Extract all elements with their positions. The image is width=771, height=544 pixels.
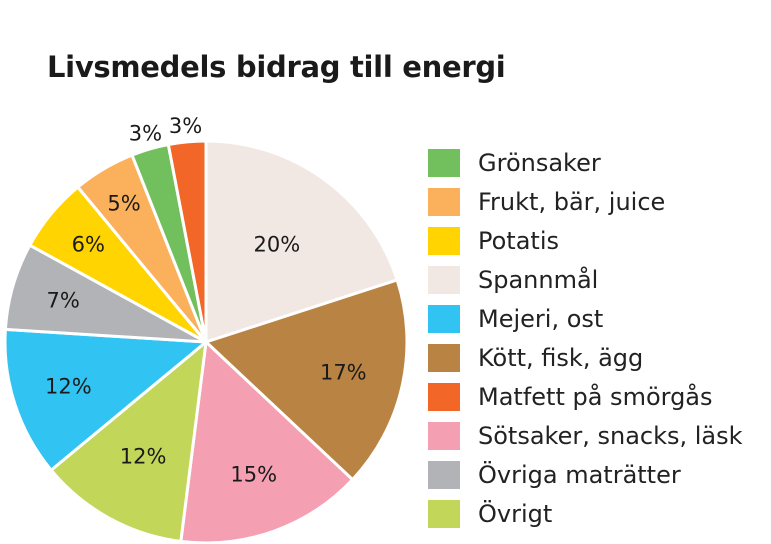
legend-label: Övriga maträtter bbox=[478, 460, 681, 489]
slice-label-8: 5% bbox=[107, 192, 140, 216]
legend-label: Potatis bbox=[478, 226, 559, 255]
pie-slice-5 bbox=[3, 327, 208, 472]
legend-swatch bbox=[428, 460, 460, 489]
pie-slice-3 bbox=[179, 340, 355, 544]
legend-swatch bbox=[428, 226, 460, 255]
pie-slice-1 bbox=[204, 139, 399, 344]
legend-label: Grönsaker bbox=[478, 148, 601, 177]
pie-slice-2 bbox=[204, 278, 409, 482]
legend-label: Matfett på smörgås bbox=[478, 382, 713, 411]
pie-slice-4 bbox=[49, 340, 208, 543]
legend-swatch bbox=[428, 499, 460, 528]
chart-title: Livsmedels bidrag till energi bbox=[47, 50, 506, 84]
slice-label-4: 12% bbox=[120, 445, 167, 469]
legend-label: Övrigt bbox=[478, 499, 553, 528]
legend-swatch bbox=[428, 304, 460, 333]
legend-swatch bbox=[428, 148, 460, 177]
legend-item-5: Mejeri, ost bbox=[428, 299, 743, 338]
legend: Grönsaker Frukt, bär, juice Potatis Spannmå… bbox=[428, 143, 743, 533]
slice-label-9: 3% bbox=[129, 122, 162, 146]
legend-label: Sötsaker, snacks, läsk bbox=[478, 421, 743, 450]
legend-label: Frukt, bär, juice bbox=[478, 187, 666, 216]
slice-label-6: 7% bbox=[47, 289, 80, 313]
legend-item-6: Kött, fisk, ägg bbox=[428, 338, 743, 377]
legend-label: Spannmål bbox=[478, 265, 599, 294]
legend-item-3: Potatis bbox=[428, 221, 743, 260]
slice-label-7: 6% bbox=[72, 233, 105, 257]
legend-item-4: Spannmål bbox=[428, 260, 743, 299]
legend-item-1: Grönsaker bbox=[428, 143, 743, 182]
slice-label-10: 3% bbox=[169, 114, 202, 138]
legend-item-9: Övriga maträtter bbox=[428, 455, 743, 494]
slice-label-5: 12% bbox=[45, 375, 92, 399]
slice-label-1: 20% bbox=[254, 232, 301, 256]
legend-swatch bbox=[428, 265, 460, 294]
legend-swatch bbox=[428, 187, 460, 216]
legend-swatch bbox=[428, 382, 460, 411]
pie-slice-10 bbox=[166, 139, 208, 344]
legend-item-8: Sötsaker, snacks, läsk bbox=[428, 416, 743, 455]
legend-label: Kött, fisk, ägg bbox=[478, 343, 644, 372]
legend-swatch bbox=[428, 343, 460, 372]
legend-item-10: Övrigt bbox=[428, 494, 743, 533]
slice-label-3: 15% bbox=[230, 462, 277, 486]
legend-item-7: Matfett på smörgås bbox=[428, 377, 743, 416]
legend-item-2: Frukt, bär, juice bbox=[428, 182, 743, 221]
legend-label: Mejeri, ost bbox=[478, 304, 604, 333]
legend-swatch bbox=[428, 421, 460, 450]
slice-label-2: 17% bbox=[320, 361, 367, 385]
